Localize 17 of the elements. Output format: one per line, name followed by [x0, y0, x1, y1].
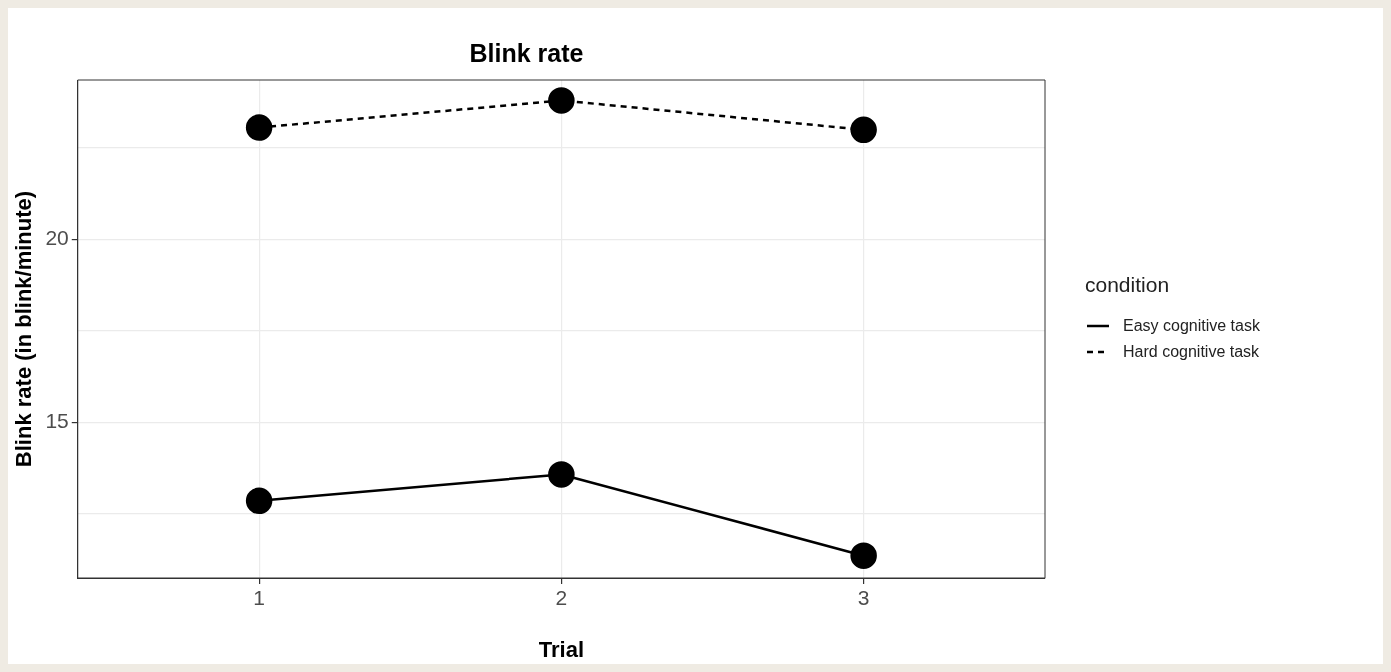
point [850, 116, 877, 144]
y-tick-label: 15 [45, 409, 69, 433]
legend-label: Hard cognitive task [1123, 343, 1260, 361]
chart-title: Blink rate [469, 38, 584, 67]
legend-label: Easy cognitive task [1123, 317, 1260, 335]
legend-title: condition [1085, 273, 1171, 297]
y-tick-label: 20 [45, 226, 69, 250]
x-tick-label: 3 [857, 586, 870, 610]
point [245, 114, 273, 141]
x-tick-label: 2 [555, 586, 568, 610]
point [548, 87, 575, 114]
y-axis-title: Blink rate (in blink/minute) [11, 190, 37, 468]
point [548, 461, 575, 488]
x-tick-label: 1 [253, 586, 265, 610]
x-axis-title: Trial [538, 636, 584, 662]
point [245, 487, 273, 515]
point [850, 542, 877, 569]
